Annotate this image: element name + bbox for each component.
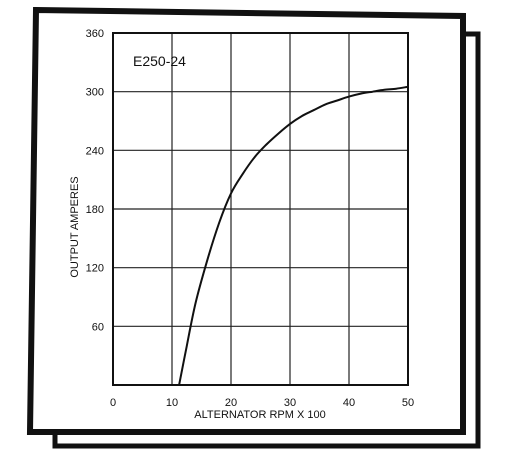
- x-tick-label: 40: [343, 397, 355, 409]
- x-tick-label: 0: [110, 397, 116, 409]
- series-line: [178, 85, 409, 386]
- plot-border: [112, 32, 409, 386]
- chart-title: E250-24: [133, 53, 186, 69]
- y-axis-label: OUTPUT AMPERES: [69, 176, 81, 277]
- y-tick-label: 300: [86, 87, 104, 99]
- x-tick-label: 20: [225, 397, 237, 409]
- y-tick-labels: 60 120 180 240 300 360: [86, 28, 104, 333]
- x-tick-label: 10: [166, 397, 178, 409]
- x-tick-label: 30: [284, 397, 296, 409]
- x-tick-labels: 0 10 20 30 40 50: [110, 397, 414, 409]
- y-tick-label: 360: [86, 28, 104, 40]
- y-tick-label: 60: [92, 321, 104, 333]
- x-tick-label: 50: [402, 397, 414, 409]
- x-axis-label: ALTERNATOR RPM X 100: [194, 409, 325, 421]
- y-tick-label: 120: [86, 263, 104, 275]
- y-tick-label: 240: [86, 145, 104, 157]
- y-tick-label: 180: [86, 204, 104, 216]
